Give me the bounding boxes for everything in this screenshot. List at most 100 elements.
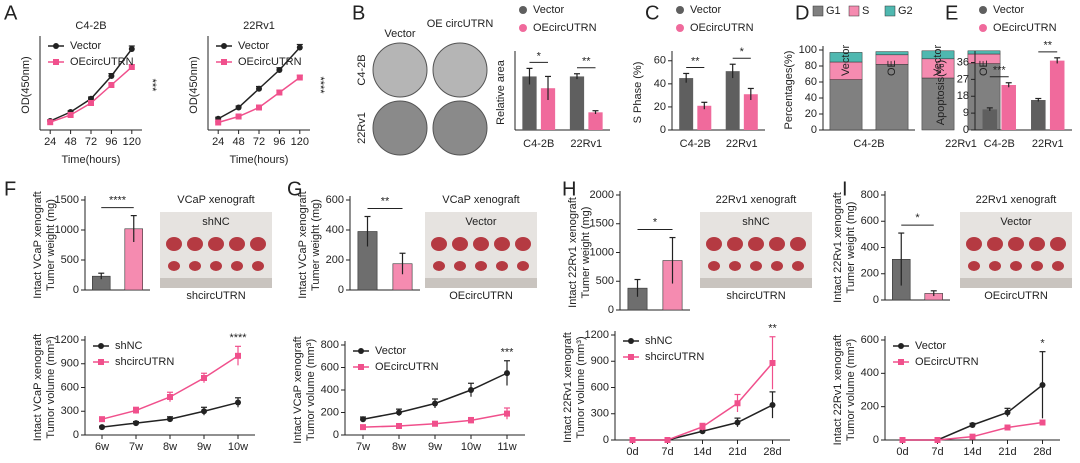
point (468, 387, 474, 393)
tumor (189, 261, 201, 271)
significance: ** (768, 323, 777, 335)
y-tick-label: 0 (73, 429, 79, 441)
y-axis-label: OD(450nm) (20, 56, 32, 113)
tumor (433, 261, 445, 271)
tumor (792, 261, 804, 271)
image-row-label: C4-2B (356, 54, 368, 85)
tumor (229, 237, 245, 251)
y-tick-label: 400 (861, 241, 879, 253)
legend-label: Vector (690, 4, 722, 16)
tumor (706, 237, 722, 251)
panel-letter: C (645, 2, 659, 24)
y-tick-label: 200 (326, 254, 344, 266)
y-tick-label: 20 (654, 101, 666, 113)
image-title: VCaP xenograft (442, 194, 519, 206)
point (167, 416, 173, 423)
y-tick-label: 0 (73, 284, 79, 296)
y-axis-label: Percentages(%) (783, 51, 795, 130)
point (133, 420, 139, 427)
point (128, 64, 135, 70)
bar-segment (829, 79, 863, 131)
x-tick-label: C4-2B (853, 138, 884, 150)
y-tick-label: 40 (805, 92, 817, 104)
legend-label: S (862, 5, 869, 17)
tumor (989, 261, 1001, 271)
legend-label: G2 (898, 5, 913, 17)
y-axis-label: Tumor volume (mm³) (305, 339, 317, 441)
tumor (769, 237, 785, 251)
series-line (49, 66, 133, 123)
image-title: 22Rv1 xenograft (976, 194, 1057, 206)
image-top-label: Vector (1000, 216, 1032, 228)
ruler (960, 278, 1072, 288)
point (215, 119, 222, 126)
point (360, 424, 366, 431)
bar (679, 78, 694, 130)
significance: ** (381, 195, 390, 207)
chart-title: 22Rv1 (243, 20, 275, 32)
bar (743, 94, 758, 130)
legend-marker (628, 338, 634, 344)
point (734, 400, 741, 407)
significance: **** (109, 195, 127, 207)
point (201, 375, 207, 381)
legend-marker (358, 364, 364, 370)
image-column-label: Vector (384, 28, 416, 40)
x-tick-label: 0d (896, 446, 908, 458)
image-title: VCaP xenograft (177, 194, 254, 206)
y-axis-label: Intact VCaP xenograft (297, 191, 309, 298)
image-bottom-label: OEcircUTRN (449, 290, 513, 302)
y-tick-label: 0 (608, 304, 614, 316)
y-tick-label: 800 (861, 189, 879, 201)
legend-label: Vector (915, 340, 947, 352)
legend-marker (53, 59, 59, 65)
bar-label: OE (978, 60, 990, 76)
panel-letter: H (562, 178, 576, 200)
image-bottom-label: shcircUTRN (186, 290, 245, 302)
y-tick-label: 27 (957, 73, 969, 85)
legend-marker (221, 59, 227, 65)
tumor (966, 237, 982, 251)
tumor (987, 237, 1003, 251)
y-axis-label: Relative area (495, 59, 507, 125)
y-tick-label: 0 (873, 434, 879, 446)
x-tick-label: 24 (44, 136, 56, 148)
significance: * (740, 46, 745, 58)
y-tick-label: 500 (61, 254, 79, 266)
x-tick-label: 14d (963, 446, 981, 458)
significance: * (537, 50, 542, 62)
image-title: 22Rv1 xenograft (716, 194, 797, 206)
y-tick-label: 300 (61, 405, 79, 417)
x-tick-label: 22Rv1 (945, 138, 977, 150)
bar-segment (921, 77, 955, 131)
point (235, 399, 241, 406)
x-tick-label: 0d (626, 446, 638, 458)
legend-label: OEcircUTRN (993, 22, 1057, 34)
point (47, 119, 54, 126)
point (256, 104, 262, 111)
point (629, 437, 636, 443)
legend-label: Vector (375, 345, 407, 357)
tumor (790, 237, 806, 251)
panel-letter: D (795, 2, 809, 24)
tumor (1031, 261, 1043, 271)
y-tick-label: 1500 (590, 218, 614, 230)
y-tick-label: 600 (321, 361, 339, 373)
bar-segment (829, 52, 863, 63)
y-tick-label: 9 (963, 107, 969, 119)
y-tick-label: 0 (660, 124, 666, 136)
y-axis-label: Intact 22Rv1 xenograft (832, 192, 844, 303)
x-tick-label: 21d (998, 446, 1016, 458)
y-tick-label: 400 (321, 384, 339, 396)
tumor (968, 261, 980, 271)
point (67, 112, 74, 118)
legend-marker (812, 5, 824, 17)
legend-label: Vector (533, 4, 565, 16)
bar-segment (921, 50, 955, 60)
y-tick-label: 600 (861, 334, 879, 346)
y-tick-label: 80 (805, 60, 817, 72)
y-axis-label: Tumor volume (mm³) (845, 339, 857, 441)
y-tick-label: 2000 (590, 189, 614, 201)
legend-label: Vector (993, 4, 1025, 16)
ruler (160, 278, 272, 288)
